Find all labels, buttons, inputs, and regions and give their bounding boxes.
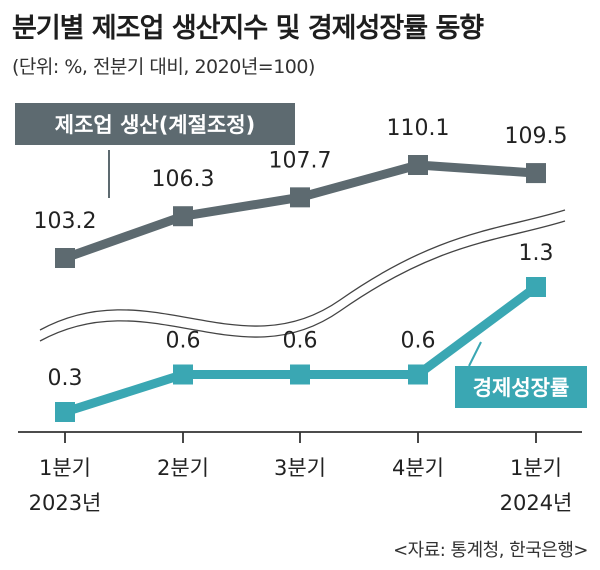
series-line-manufacturing <box>63 160 537 263</box>
data-label-growth: 1.3 <box>519 241 554 266</box>
data-point-manufacturing <box>173 206 193 227</box>
chart-title: 분기별 제조업 생산지수 및 경제성장률 동향 <box>12 13 484 44</box>
series-badge-label-manufacturing: 제조업 생산(계절조정) <box>55 113 255 137</box>
data-label-manufacturing: 107.7 <box>269 148 332 173</box>
data-point-manufacturing <box>55 248 75 268</box>
data-point-growth <box>408 364 428 385</box>
x-tick-label: 3분기 <box>274 456 326 480</box>
data-label-growth: 0.6 <box>283 329 318 354</box>
data-label-manufacturing: 106.3 <box>152 167 215 192</box>
series-badge-manufacturing <box>15 103 295 145</box>
data-point-growth <box>55 402 75 422</box>
data-point-growth <box>290 364 310 385</box>
x-tick-label: 1분기 <box>510 456 562 480</box>
data-point-manufacturing <box>408 155 428 175</box>
data-label-manufacturing: 109.5 <box>505 124 568 149</box>
data-label-manufacturing: 110.1 <box>387 116 450 141</box>
x-tick-label: 2분기 <box>157 456 209 480</box>
data-label-growth: 0.3 <box>48 366 83 391</box>
data-label-growth: 0.6 <box>401 329 436 354</box>
x-tick-label: 1분기 <box>39 456 91 480</box>
data-point-manufacturing <box>526 163 546 184</box>
data-label-manufacturing: 103.2 <box>34 209 97 234</box>
data-point-growth <box>526 277 546 297</box>
source-note: <자료: 통계청, 한국은행> <box>393 540 588 561</box>
data-point-manufacturing <box>290 187 310 208</box>
chart-subtitle: (단위: %, 전분기 대비, 2020년=100) <box>12 56 315 78</box>
data-label-growth: 0.6 <box>166 329 201 354</box>
series-label-connector <box>468 341 482 367</box>
data-point-growth <box>173 364 193 385</box>
series-badge-growth <box>455 366 587 408</box>
series-badge-label-growth: 경제성장률 <box>473 376 570 400</box>
axis-break-line <box>39 220 566 342</box>
x-tick-label: 4분기 <box>392 456 444 480</box>
axis-break-line <box>39 209 566 331</box>
x-tick-year-label: 2023년 <box>29 491 102 515</box>
x-tick-year-label: 2024년 <box>500 491 573 515</box>
